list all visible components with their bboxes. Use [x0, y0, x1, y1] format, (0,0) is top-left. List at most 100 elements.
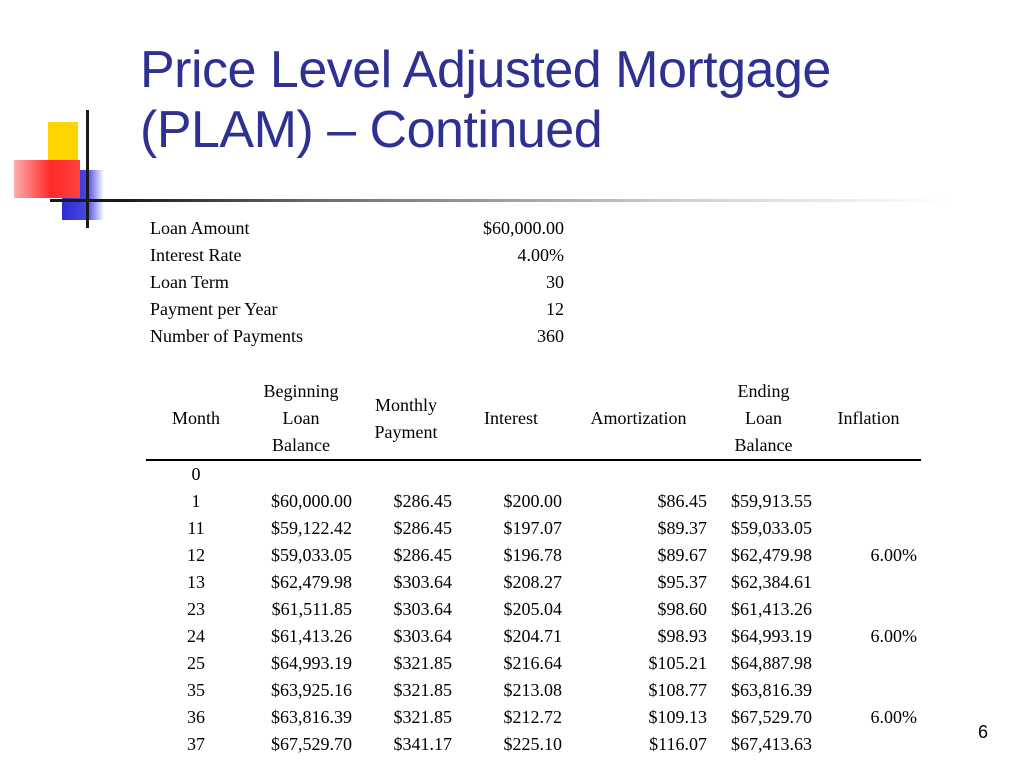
cell-interest: $196.78: [503, 545, 563, 565]
cell-month: 24: [187, 626, 205, 646]
cell-beginning: $59,033.05: [271, 545, 352, 565]
cell-beginning: $61,511.85: [271, 599, 352, 619]
cell-payment: $286.45: [393, 518, 453, 538]
cell-amortization: $116.07: [649, 734, 707, 754]
table-row: 36 $63,816.39 $321.85 $212.72 $109.13 $67,529…: [146, 704, 921, 731]
cell-ending: $59,913.55: [731, 491, 812, 511]
param-row-interest-rate: Interest Rate 4.00%: [150, 242, 570, 269]
cell-interest: $197.07: [503, 518, 563, 538]
yellow-square-decoration: [48, 122, 78, 164]
cell-payment: $321.85: [393, 653, 453, 673]
table-row: 0: [146, 460, 921, 488]
table-body: 0 1 $60,000.00 $286.45 $200.00 $86.45 $59,913.…: [146, 460, 921, 758]
cell-month: 13: [187, 572, 205, 592]
cell-interest: $213.08: [503, 680, 563, 700]
cell-inflation: [816, 677, 921, 704]
cell-month: 0: [191, 464, 201, 484]
cell-payment: $321.85: [393, 680, 453, 700]
table-row: 23 $61,511.85 $303.64 $205.04 $98.60 $61,413.…: [146, 596, 921, 623]
param-value: 360: [537, 326, 564, 346]
cell-payment: $303.64: [393, 572, 453, 592]
slide-title-line-2: (PLAM) – Continued: [140, 101, 603, 159]
loan-parameters: Loan Amount $60,000.00 Interest Rate 4.0…: [150, 215, 570, 350]
cell-ending: [711, 460, 816, 488]
cell-inflation: [816, 488, 921, 515]
header-inflation: Inflation: [837, 408, 900, 428]
cell-ending: $64,993.19: [731, 626, 812, 646]
cell-amortization: $98.60: [657, 599, 708, 619]
vertical-rule-decoration: [86, 110, 89, 228]
cell-ending: $64,887.98: [731, 653, 812, 673]
cell-inflation: [816, 569, 921, 596]
param-row-payment-per-year: Payment per Year 12: [150, 296, 570, 323]
param-row-loan-term: Loan Term 30: [150, 269, 570, 296]
cell-payment: $341.17: [393, 734, 453, 754]
header-ending-loan-balance: Ending Loan Balance: [734, 381, 793, 455]
cell-inflation: [816, 731, 921, 758]
param-value: 30: [546, 272, 564, 292]
cell-month: 36: [187, 707, 205, 727]
slide-title-line-1: Price Level Adjusted Mortgage: [140, 41, 831, 99]
cell-interest: $208.27: [503, 572, 563, 592]
cell-interest: $205.04: [503, 599, 563, 619]
cell-amortization: $108.77: [648, 680, 708, 700]
table-row: 35 $63,925.16 $321.85 $213.08 $108.77 $63,816…: [146, 677, 921, 704]
cell-interest: $212.72: [503, 707, 563, 727]
cell-ending: $62,384.61: [731, 572, 812, 592]
cell-month: 1: [191, 491, 201, 511]
cell-ending: $63,816.39: [731, 680, 812, 700]
cell-inflation: [816, 460, 921, 488]
cell-amortization: $105.21: [648, 653, 708, 673]
cell-payment: $321.85: [393, 707, 453, 727]
cell-amortization: $109.13: [648, 707, 708, 727]
cell-inflation: [816, 515, 921, 542]
table-row: 12 $59,033.05 $286.45 $196.78 $89.67 $62,479.…: [146, 542, 921, 569]
cell-payment: [356, 460, 456, 488]
cell-amortization: $89.67: [657, 545, 708, 565]
cell-amortization: $89.37: [657, 518, 708, 538]
cell-interest: [456, 460, 566, 488]
cell-payment: $303.64: [393, 599, 453, 619]
slide-title: Price Level Adjusted Mortgage (PLAM) – C…: [140, 40, 1010, 160]
cell-month: 12: [187, 545, 205, 565]
table-row: 11 $59,122.42 $286.45 $197.07 $89.37 $59,033.…: [146, 515, 921, 542]
page-number: 6: [978, 722, 989, 742]
cell-interest: $204.71: [503, 626, 563, 646]
cell-ending: $62,479.98: [731, 545, 812, 565]
cell-ending: $61,413.26: [731, 599, 812, 619]
header-amortization: Amortization: [590, 408, 687, 428]
cell-beginning: $60,000.00: [271, 491, 352, 511]
param-row-loan-amount: Loan Amount $60,000.00: [150, 215, 570, 242]
cell-beginning: $64,993.19: [271, 653, 352, 673]
title-underline-rule: [50, 199, 950, 202]
param-label: Loan Amount: [150, 218, 250, 238]
header-month: Month: [171, 408, 220, 428]
cell-ending: $67,413.63: [731, 734, 812, 754]
cell-interest: $200.00: [503, 491, 563, 511]
cell-payment: $303.64: [393, 626, 453, 646]
cell-amortization: $98.93: [657, 626, 708, 646]
cell-amortization: $86.45: [657, 491, 708, 511]
cell-inflation: [816, 596, 921, 623]
table-row: 24 $61,413.26 $303.64 $204.71 $98.93 $64,993.…: [146, 623, 921, 650]
cell-payment: $286.45: [393, 491, 453, 511]
cell-month: 23: [187, 599, 205, 619]
cell-month: 25: [187, 653, 205, 673]
param-value: 12: [546, 299, 564, 319]
cell-beginning: [246, 460, 356, 488]
cell-beginning: $67,529.70: [271, 734, 352, 754]
table-row: 37 $67,529.70 $341.17 $225.10 $116.07 $67,413…: [146, 731, 921, 758]
param-label: Interest Rate: [150, 245, 242, 265]
table-row: 13 $62,479.98 $303.64 $208.27 $95.37 $62,384.…: [146, 569, 921, 596]
cell-beginning: $62,479.98: [271, 572, 352, 592]
header-beginning-loan-balance: Beginning Loan Balance: [263, 381, 339, 455]
cell-ending: $59,033.05: [731, 518, 812, 538]
cell-inflation: [816, 650, 921, 677]
cell-amortization: $95.37: [657, 572, 708, 592]
table-row: 25 $64,993.19 $321.85 $216.64 $105.21 $64,887…: [146, 650, 921, 677]
param-value: $60,000.00: [483, 218, 564, 238]
header-interest: Interest: [484, 408, 538, 428]
amortization-table: Month Beginning Loan Balance Monthly Pay…: [146, 378, 921, 758]
param-label: Number of Payments: [150, 326, 303, 346]
cell-inflation: 6.00%: [870, 707, 918, 727]
